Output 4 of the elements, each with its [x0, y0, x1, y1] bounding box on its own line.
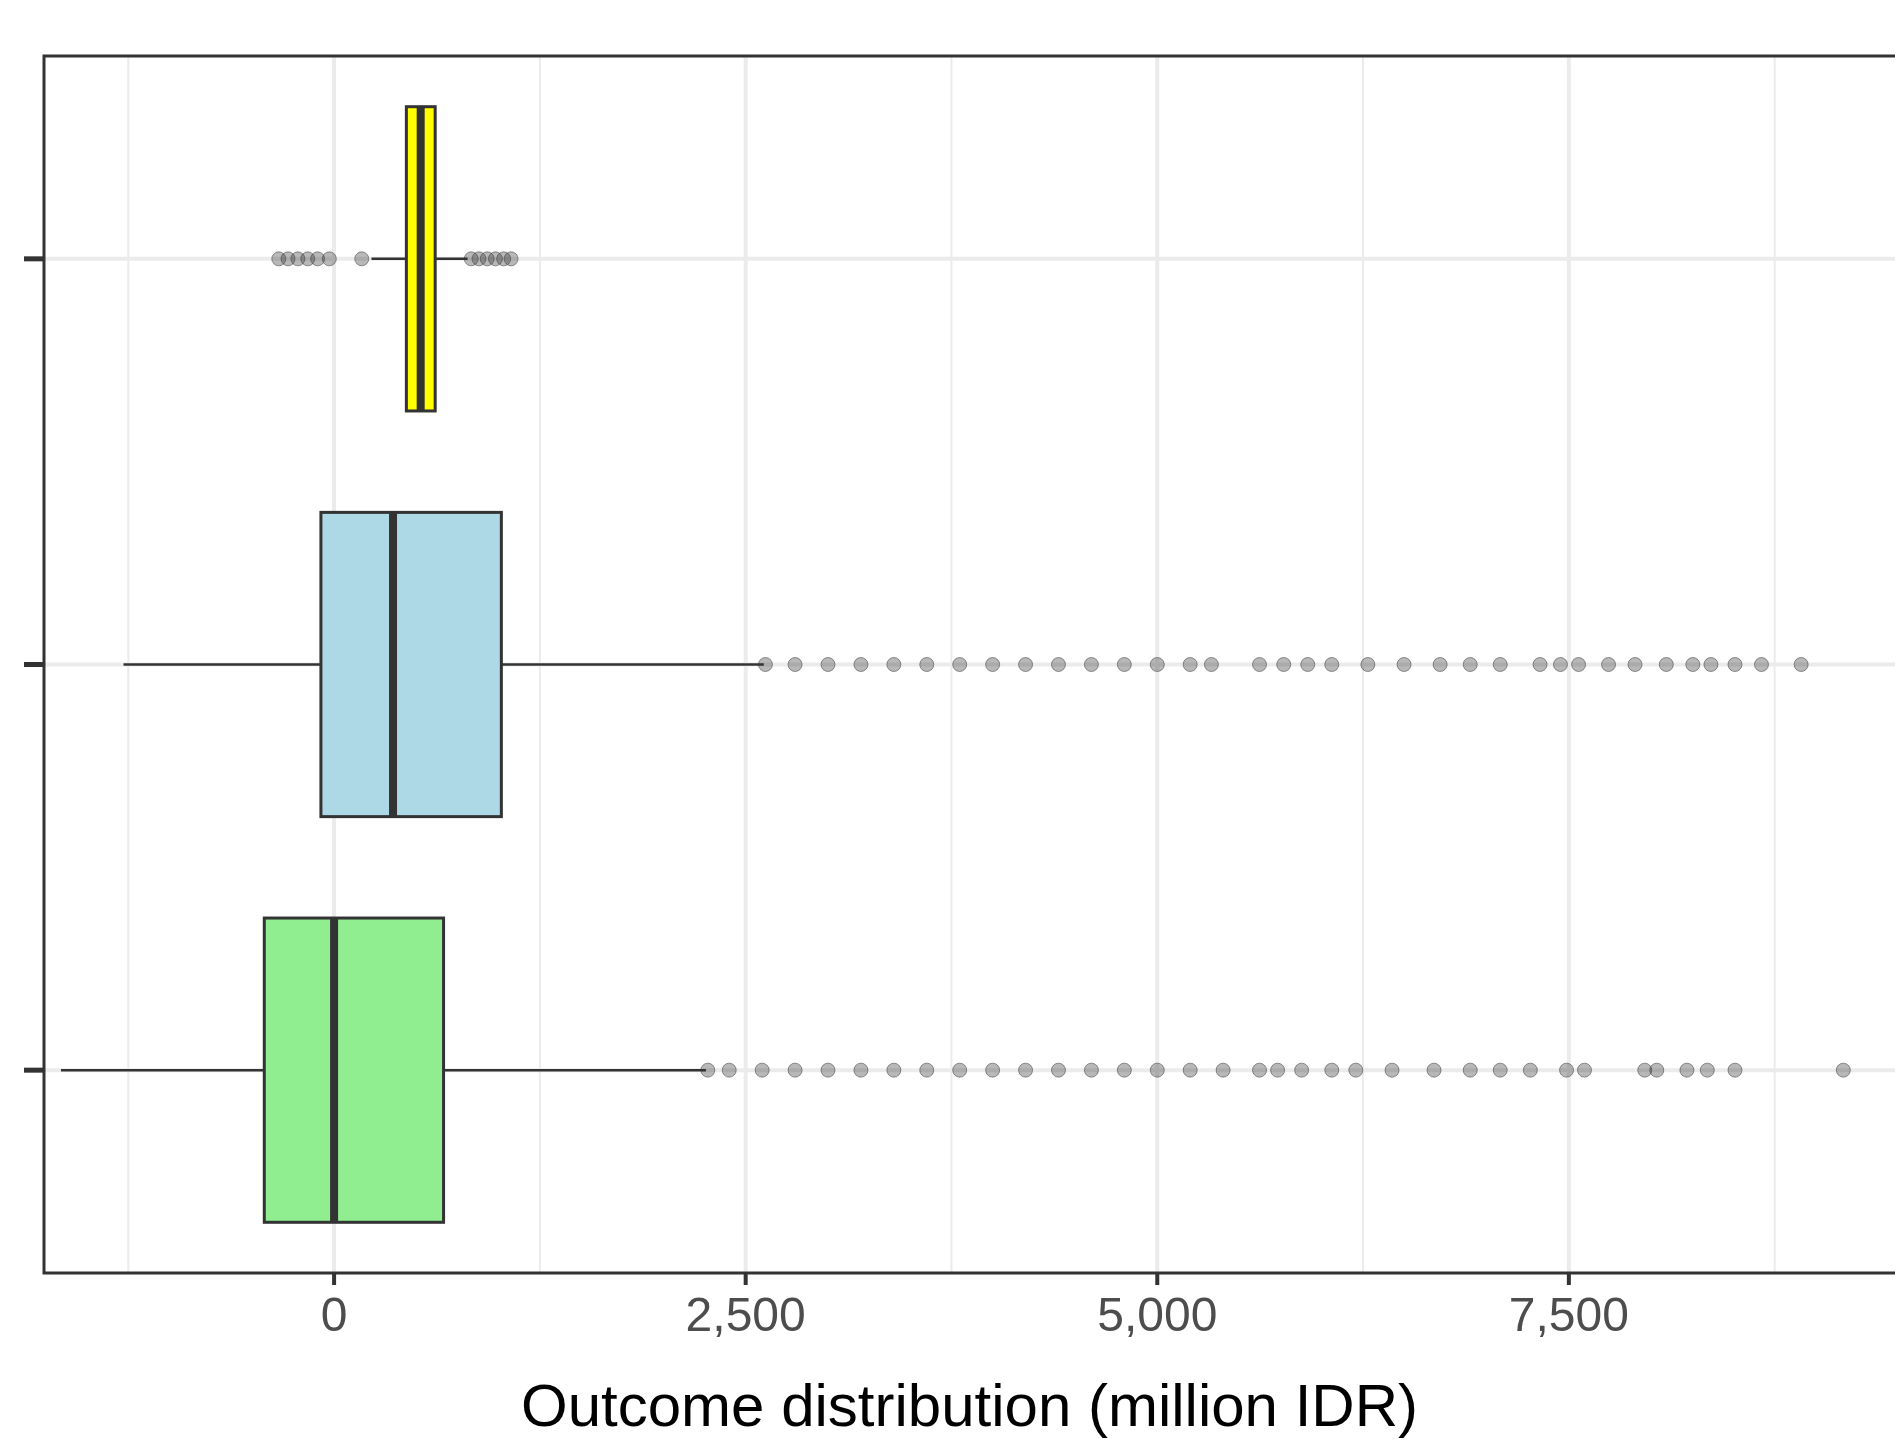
x-tick-label: 5,000 [1097, 1288, 1218, 1341]
x-tick-label: 2,500 [685, 1288, 806, 1341]
x-tick-label: 7,500 [1508, 1288, 1629, 1341]
x-tick-label: 0 [320, 1288, 348, 1341]
